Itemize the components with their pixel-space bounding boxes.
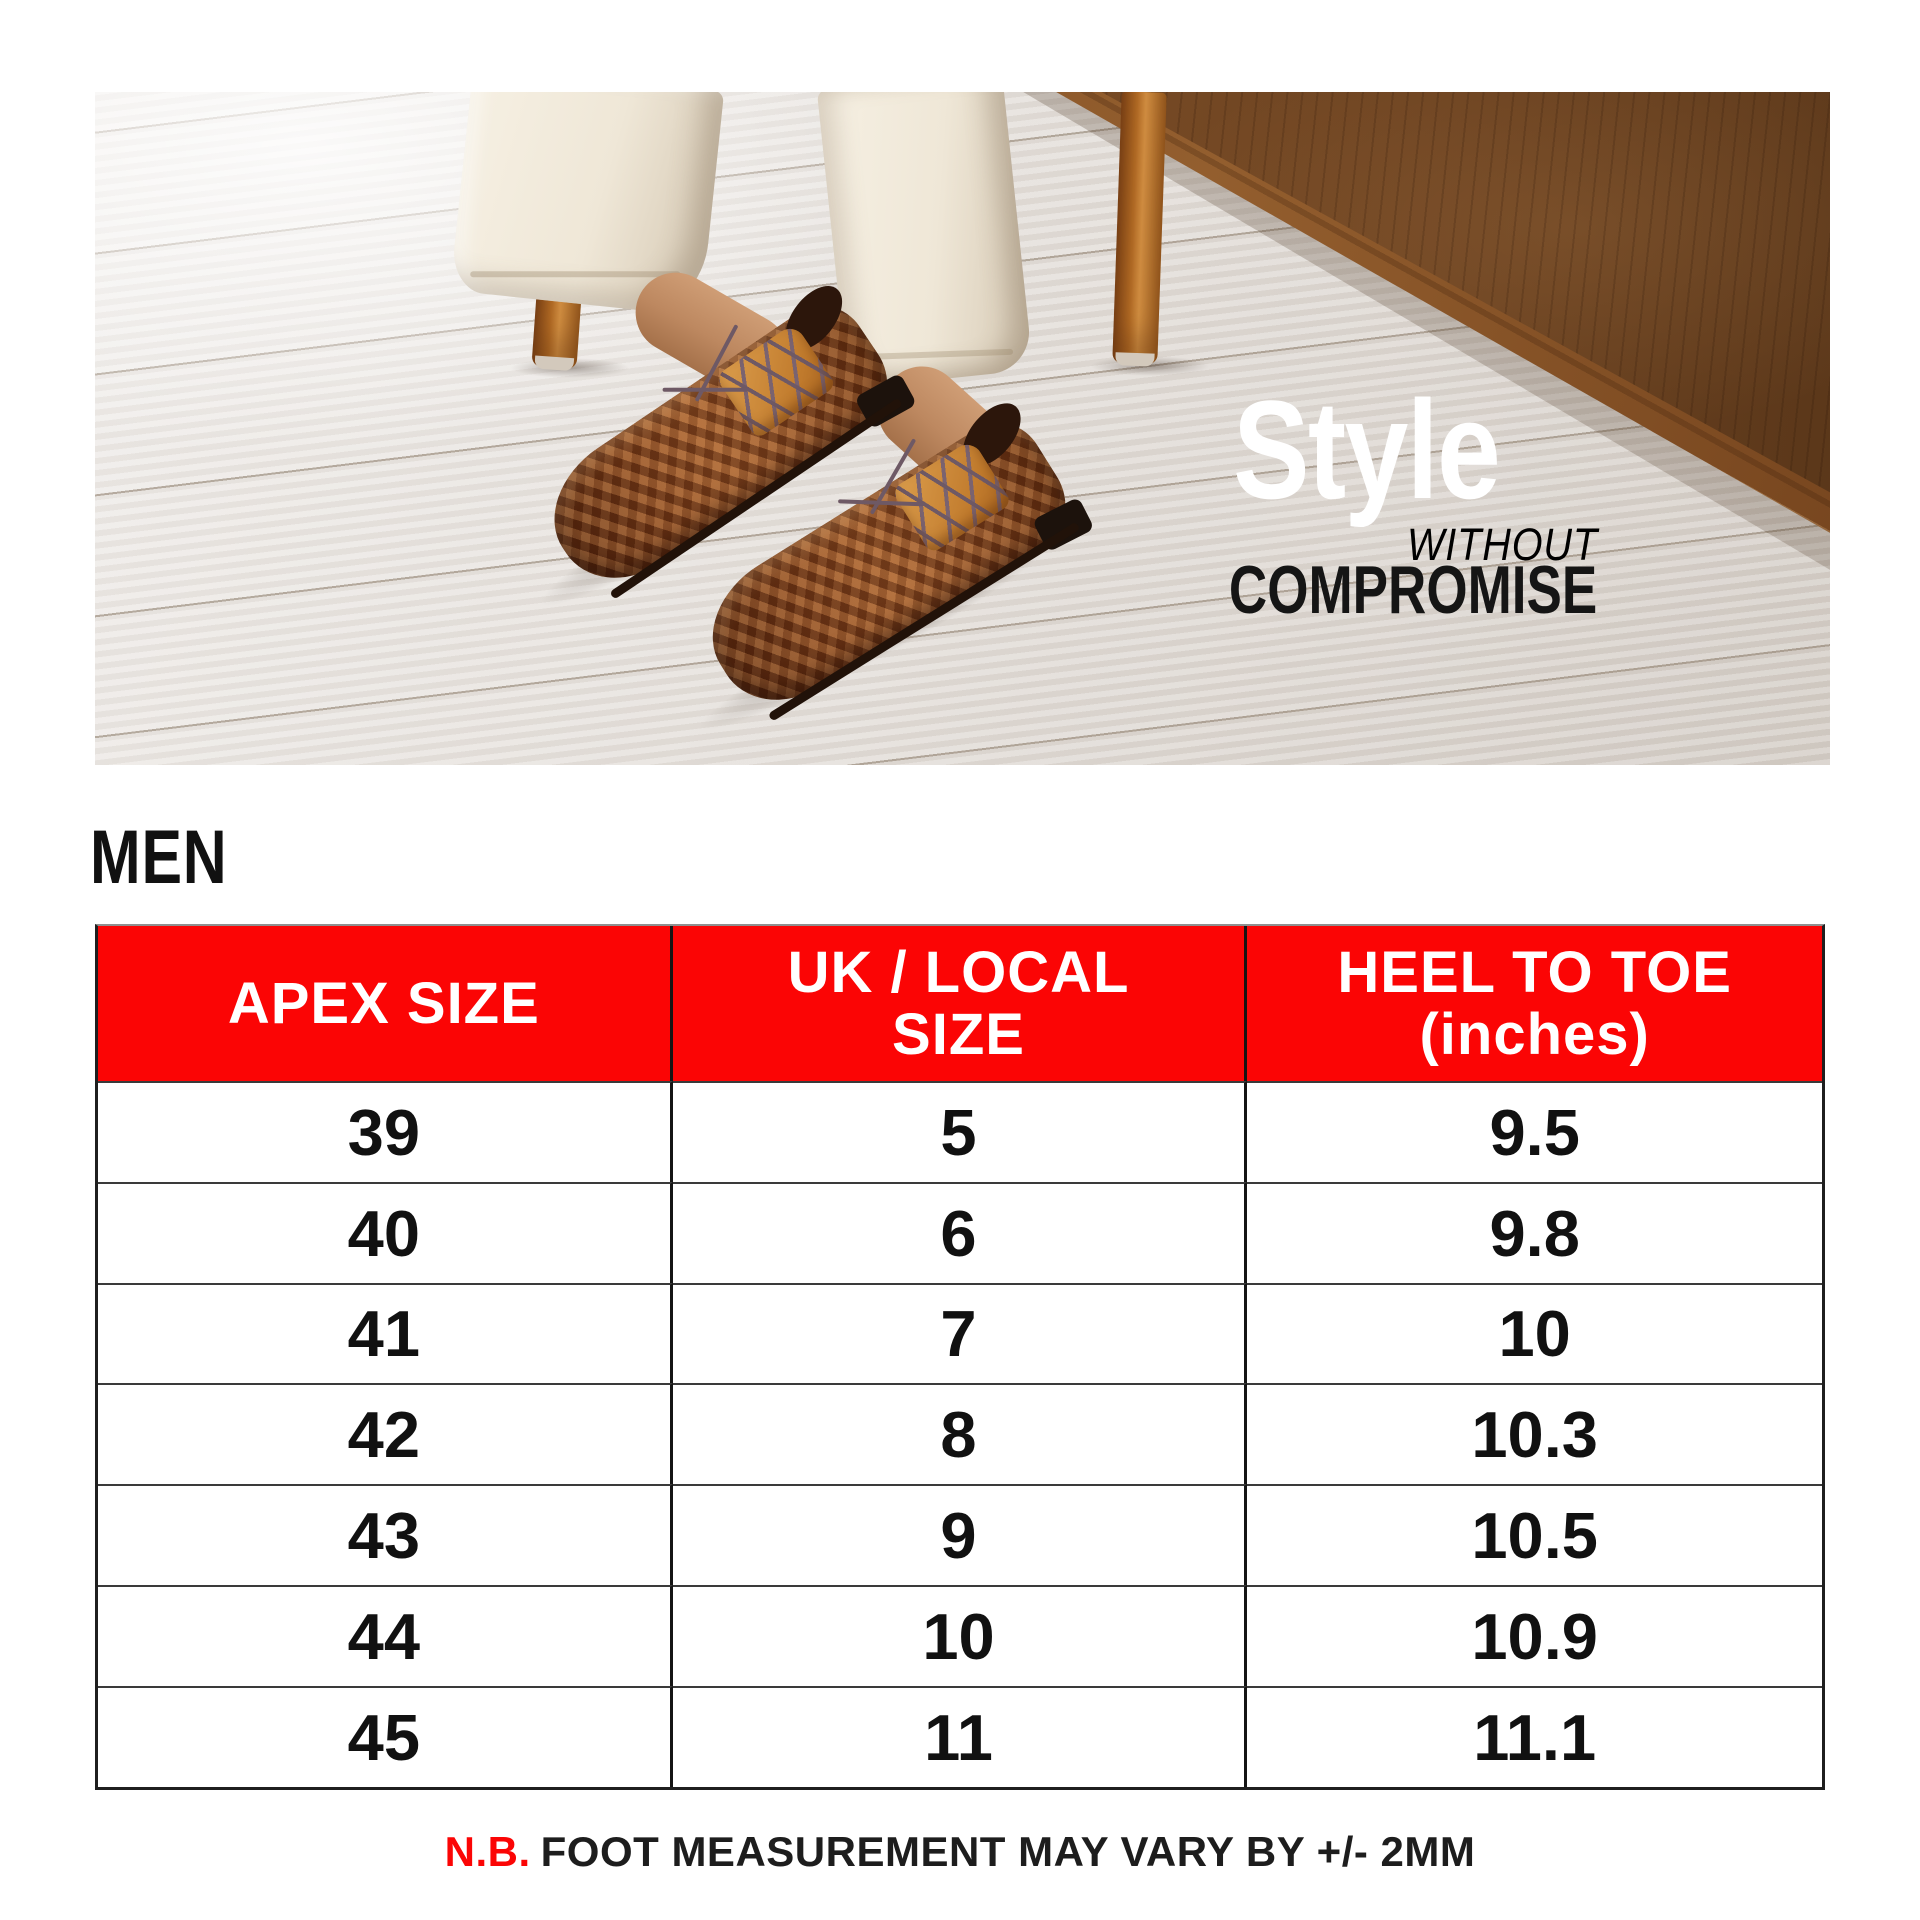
footnote-text: FOOT MEASUREMENT MAY VARY BY +/- 2MM	[540, 1828, 1476, 1875]
table-cell-uk: 5	[672, 1081, 1248, 1182]
hero-subline: WITHOUT	[1407, 519, 1598, 570]
table-cell-uk: 9	[672, 1484, 1248, 1585]
table-cell-heel: 10	[1247, 1282, 1822, 1384]
table-cell-apex: 45	[98, 1685, 673, 1787]
footnote-prefix: N.B.	[444, 1828, 531, 1875]
table-cell-heel: 10.9	[1247, 1584, 1822, 1686]
table-cell-heel: 10.5	[1247, 1484, 1822, 1585]
table-cell-uk: 11	[672, 1685, 1248, 1787]
column-header-uk-local-size: UK / LOCAL SIZE	[672, 926, 1248, 1081]
table-cell-apex: 44	[98, 1584, 673, 1686]
column-header-label: APEX SIZE	[227, 970, 540, 1036]
column-header-apex-size: APEX SIZE	[98, 926, 673, 1081]
table-cell-apex: 41	[98, 1282, 673, 1384]
table-cell-uk: 7	[672, 1282, 1248, 1384]
size-table: APEX SIZE UK / LOCAL SIZE HEEL TO TOE (i…	[95, 924, 1825, 1790]
hero-headline: Style	[1233, 371, 1501, 528]
table-cell-heel: 9.8	[1247, 1181, 1822, 1283]
table-cell-heel: 9.5	[1247, 1081, 1822, 1182]
table-cell-uk: 6	[672, 1181, 1248, 1283]
table-cell-apex: 42	[98, 1383, 673, 1485]
right-shoe-heel	[1031, 496, 1095, 553]
section-heading-men: MEN	[90, 815, 228, 900]
column-header-label: UK / LOCAL	[787, 940, 1130, 1006]
chair-leg-right	[1112, 92, 1167, 365]
table-cell-uk: 8	[672, 1383, 1248, 1485]
table-cell-apex: 40	[98, 1181, 673, 1283]
table-cell-apex: 39	[98, 1081, 673, 1182]
table-cell-apex: 43	[98, 1484, 673, 1585]
column-header-label: (inches)	[1419, 1001, 1650, 1067]
column-header-heel-to-toe: HEEL TO TOE (inches)	[1247, 926, 1822, 1081]
table-cell-heel: 11.1	[1247, 1685, 1822, 1787]
footnote: N.B. FOOT MEASUREMENT MAY VARY BY +/- 2MM	[0, 1828, 1920, 1876]
column-header-label: HEEL TO TOE	[1337, 940, 1732, 1006]
column-header-label: SIZE	[892, 1001, 1025, 1067]
table-cell-heel: 10.3	[1247, 1383, 1822, 1485]
hero-tagline: COMPROMISE	[1228, 552, 1597, 628]
hero-photo: Style WITHOUT COMPROMISE	[95, 92, 1830, 765]
table-cell-uk: 10	[672, 1584, 1248, 1686]
left-shoe-lace	[662, 387, 749, 392]
